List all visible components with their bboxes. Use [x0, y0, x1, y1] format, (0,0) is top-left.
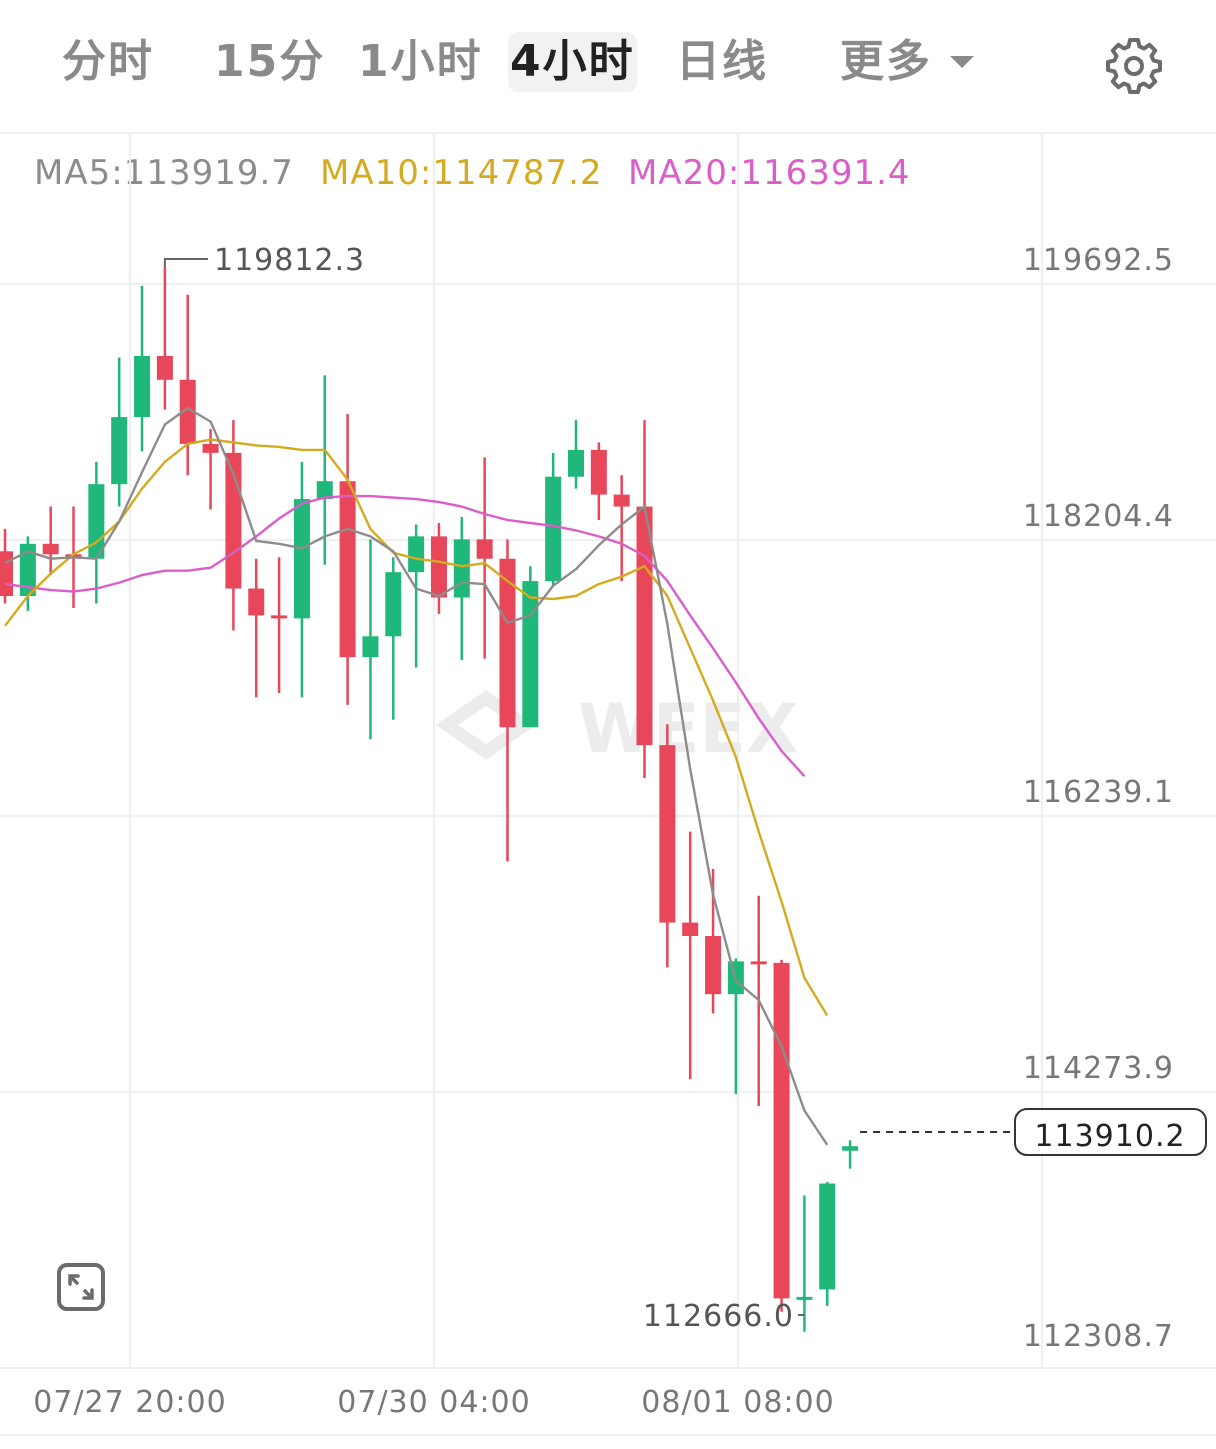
candle-body: [248, 588, 265, 616]
tab-more-label: 更多: [840, 36, 932, 87]
candle-body: [339, 481, 356, 658]
watermark-logo: [436, 690, 536, 760]
caret-down-icon: [950, 56, 974, 68]
y-tick-label: 116239.1: [1023, 775, 1174, 810]
tab-1hour[interactable]: 1小时: [358, 36, 483, 87]
candle-body: [385, 572, 402, 637]
candle-body: [796, 1296, 813, 1300]
candle-body: [682, 922, 699, 937]
candlestick-chart[interactable]: WEEX119692.5118204.4116239.1114273.91123…: [0, 134, 1216, 1434]
candle-body: [705, 936, 722, 995]
ma20-line: [4, 494, 806, 778]
candle-body: [293, 499, 310, 619]
low-label: 112666.0: [643, 1299, 794, 1334]
candle-body: [750, 961, 767, 965]
y-tick-label: 119692.5: [1023, 243, 1174, 278]
x-tick-label: 08/01 08:00: [641, 1385, 834, 1420]
candle-body: [499, 558, 516, 728]
candle-body: [819, 1183, 836, 1290]
candle-body: [202, 443, 219, 453]
legend-ma20: MA20:116391.4: [628, 153, 911, 193]
candle-body: [842, 1146, 859, 1151]
candle-body: [42, 543, 59, 555]
last-price-label: 113910.2: [1034, 1119, 1185, 1154]
ma10-line: [4, 438, 829, 1017]
candle-body: [19, 543, 36, 597]
candle-body: [316, 481, 333, 500]
candle-body: [362, 636, 379, 658]
legend-ma5: MA5:113919.7: [34, 153, 294, 193]
fullscreen-icon[interactable]: [56, 1262, 106, 1312]
candle-body: [134, 355, 151, 418]
tab-15min[interactable]: 15分: [214, 36, 326, 87]
candle-body: [613, 494, 630, 507]
candle-body: [271, 615, 288, 619]
candle-body: [636, 506, 653, 746]
y-tick-label: 112308.7: [1023, 1319, 1174, 1354]
candle-body: [476, 539, 493, 559]
timeframe-tabs: 分时 15分 1小时 4小时 日线 更多: [0, 0, 1216, 132]
ma5-line: [4, 406, 829, 1146]
y-tick-label: 114273.9: [1023, 1051, 1174, 1086]
candle-body: [773, 962, 790, 1299]
tab-timeshare[interactable]: 分时: [62, 36, 154, 87]
candle-body: [0, 551, 13, 597]
candle-body: [659, 745, 676, 923]
candle-body: [453, 539, 470, 598]
tab-more[interactable]: 更多: [840, 32, 974, 92]
candle-body: [545, 476, 562, 582]
candle-body: [522, 581, 539, 728]
header-divider: [0, 132, 1216, 134]
candle-body: [111, 417, 128, 485]
x-axis-line: [0, 1367, 1216, 1369]
legend-ma10: MA10:114787.2: [320, 153, 603, 193]
tab-daily[interactable]: 日线: [676, 36, 768, 87]
tab-4hour[interactable]: 4小时: [508, 32, 637, 92]
high-marker-line: [163, 258, 208, 267]
last-price-box: [1014, 1108, 1207, 1156]
x-tick-label: 07/30 04:00: [337, 1385, 530, 1420]
y-tick-label: 118204.4: [1023, 499, 1174, 534]
candle-body: [179, 379, 196, 444]
gear-icon[interactable]: [1104, 34, 1164, 94]
candle-body: [156, 355, 173, 380]
candle-body: [408, 536, 425, 573]
high-label: 119812.3: [214, 243, 365, 278]
bottom-divider: [0, 1434, 1216, 1436]
candle-body: [430, 536, 447, 598]
x-tick-label: 07/27 20:00: [33, 1385, 226, 1420]
candle-body: [590, 449, 607, 495]
candle-body: [568, 449, 584, 477]
